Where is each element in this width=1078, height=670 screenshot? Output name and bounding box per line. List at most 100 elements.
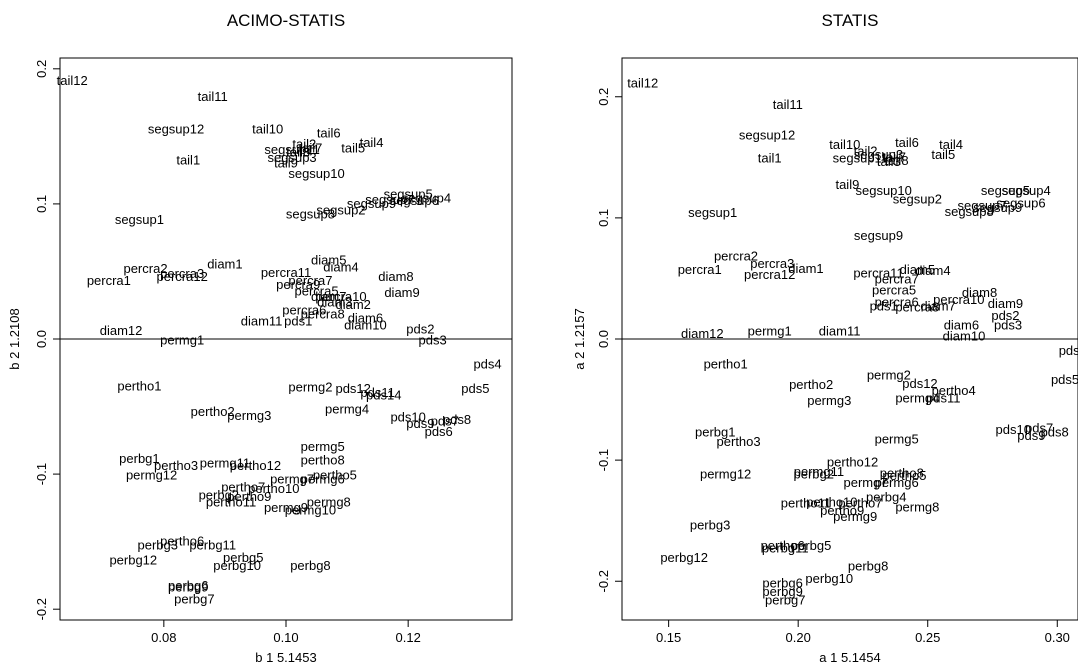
point-label: pertho10 [806,495,857,510]
point-label: segsup5 [384,186,433,201]
point-label: pertho5 [313,467,357,482]
point-label: tail9 [835,177,859,192]
point-label: permg11 [200,455,250,470]
point-label: percra5 [872,283,916,298]
point-label: percra3 [160,266,204,281]
point-label: perbg8 [848,559,888,574]
point-label: tail12 [627,75,658,90]
point-label: segsup2 [893,192,942,207]
point-label: pds11 [926,390,960,405]
x-tick-label: 0.30 [1045,630,1070,645]
point-label: pds9 [1017,428,1045,443]
point-label: diam1 [788,261,823,276]
x-axis-label: b 1 5.1453 [255,650,316,665]
point-label: tail4 [360,135,384,150]
point-label: perbg2 [199,488,239,503]
point-label: diam6 [944,318,979,333]
point-label: pds8 [443,412,471,427]
chart-title: STATIS [822,11,879,30]
point-label: tail10 [829,137,860,152]
point-label: pds14 [366,388,401,403]
point-label: diam11 [819,324,861,339]
point-label: permg12 [126,467,177,482]
point-label: pds12 [335,381,370,396]
point-label: pds5 [461,381,489,396]
point-label: percra8 [301,307,345,322]
y-tick-label: 0.0 [34,330,49,348]
point-label: diam4 [323,259,358,274]
point-label: pds10 [390,409,425,424]
point-label: permg5 [875,432,919,447]
point-label: permg4 [325,401,369,416]
point-label: perbg3 [137,538,177,553]
point-label: tail8 [885,153,909,168]
point-label: permg4 [895,390,939,405]
axes-group: 0.15 0.20 0.25 0.30 -0.2 -0.1 0.0 0.1 0.2 [596,88,1078,645]
point-label: segsup8 [945,204,994,219]
point-label: tail1 [176,153,200,168]
point-label: permg2 [288,380,332,395]
y-tick-label: 0.2 [596,88,611,106]
point-label: diam10 [344,317,387,332]
point-label: pertho4 [932,383,976,398]
point-label: percra8 [895,300,939,315]
point-label: pertho6 [761,538,805,553]
point-label: segsup7 [958,198,1007,213]
point-label: tail6 [317,126,341,141]
point-label: pertho5 [882,468,926,483]
point-label: permg2 [867,367,911,382]
point-label: percra6 [875,295,919,310]
point-label: pertho9 [820,503,864,518]
x-tick-label: 0.10 [273,630,298,645]
point-label: segsup12 [739,128,795,143]
point-label: diam9 [988,296,1023,311]
point-label: permg10 [285,503,336,518]
y-tick-label: 0.1 [596,209,611,227]
point-label: perbg5 [223,550,263,565]
point-label: permg9 [833,509,877,524]
point-label: percra3 [750,256,794,271]
point-label: percra11 [853,266,903,281]
point-label: pds12 [902,376,937,391]
point-label: segsup8 [286,207,335,222]
y-tick-label: -0.1 [34,463,49,485]
y-tick-label: -0.2 [34,598,49,620]
point-label: perbg12 [109,553,157,568]
point-label: segsup12 [148,122,204,137]
point-label: percra7 [875,272,919,287]
y-tick-label: 0.0 [596,330,611,348]
point-label: pertho1 [117,378,161,393]
point-label: perbg11 [762,541,809,556]
chart-title: ACIMO-STATIS [227,11,345,30]
point-label: perbg9 [168,580,208,595]
point-label: pds6 [425,424,453,439]
x-axis-label: a 1 5.1454 [819,650,880,665]
point-label: pertho8 [880,465,924,480]
point-label: diam1 [207,257,242,272]
point-label: perbg7 [765,593,805,608]
point-label: segsup9 [854,228,903,243]
x-tick-label: 0.08 [151,630,176,645]
y-tick-label: -0.1 [596,449,611,471]
y-tick-label: 0.1 [34,195,49,213]
point-label: diam11 [241,313,283,328]
point-label: segsup1 [115,212,164,227]
point-label: diam5 [311,253,346,268]
point-label: permg7 [270,472,314,487]
point-label: permg5 [301,439,345,454]
point-label: tail1 [758,151,782,166]
point-label: pertho3 [717,434,761,449]
point-label: pds2 [991,308,1019,323]
point-label: perbg8 [290,558,330,573]
point-label: tail3 [286,145,310,160]
point-label: tail9 [274,155,298,170]
point-label: percra7 [288,273,332,288]
x-tick-label: 0.20 [786,630,811,645]
point-label: pertho7 [838,496,882,511]
point-label: percra9 [276,277,320,292]
point-label: segsup6 [996,195,1045,210]
point-label: segsup7 [365,192,414,207]
y-axis-label: a 2 1.2157 [572,308,587,369]
point-label: permg6 [301,472,345,487]
